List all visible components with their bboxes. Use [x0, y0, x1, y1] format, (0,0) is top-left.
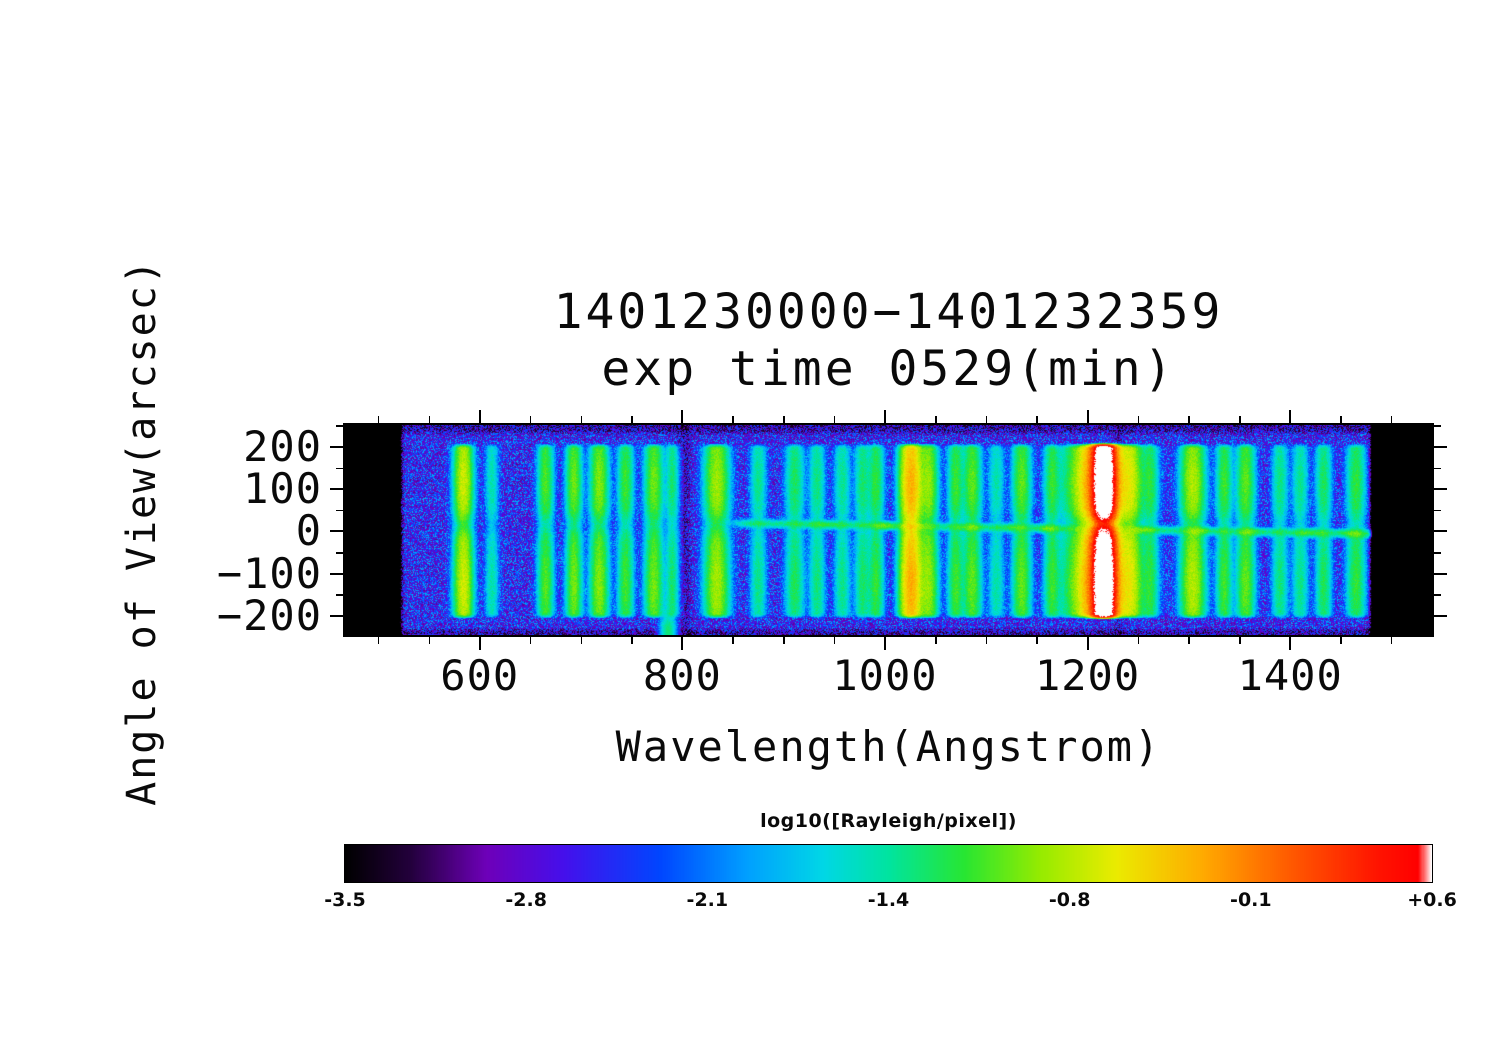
x-tick-label: 1200 — [1034, 651, 1141, 700]
y-major-tick — [330, 445, 343, 448]
x-minor-tick — [1340, 416, 1342, 423]
plot-title-line2: exp time 0529(min) — [601, 341, 1176, 397]
colorbar-frame — [344, 844, 1433, 883]
y-minor-tick — [1434, 467, 1441, 470]
y-major-tick — [1434, 445, 1447, 448]
x-minor-tick — [783, 416, 785, 423]
y-major-tick — [330, 614, 343, 617]
y-major-tick — [330, 488, 343, 491]
y-major-tick — [330, 530, 343, 533]
y-tick-label: 100 — [243, 464, 322, 514]
x-minor-tick — [580, 637, 583, 644]
x-minor-tick — [1239, 416, 1241, 423]
x-minor-tick — [1239, 637, 1241, 644]
colorbar-tick-label: -1.4 — [867, 889, 910, 911]
x-major-tick — [1086, 410, 1089, 423]
y-major-tick — [330, 572, 343, 575]
y-tick-label: −200 — [216, 590, 322, 640]
x-minor-tick — [580, 416, 583, 423]
x-minor-tick — [985, 637, 988, 644]
x-minor-tick — [631, 416, 633, 423]
y-minor-tick — [336, 509, 343, 512]
colorbar-tick-label: +0.6 — [1407, 889, 1457, 911]
x-minor-tick — [732, 637, 734, 644]
x-minor-tick — [377, 637, 380, 644]
x-minor-tick — [428, 637, 431, 644]
y-minor-tick — [1434, 594, 1441, 596]
x-minor-tick — [783, 637, 785, 644]
y-minor-tick — [1434, 552, 1441, 554]
y-tick-label: 0 — [295, 506, 322, 556]
y-axis-label: Angle of View(arcsec) — [119, 258, 165, 806]
x-major-tick — [883, 410, 886, 423]
plot-frame — [343, 423, 1434, 637]
y-minor-tick — [336, 425, 343, 427]
colorbar-tick-label: -2.1 — [686, 889, 729, 911]
x-major-tick — [681, 637, 684, 650]
x-minor-tick — [833, 637, 836, 644]
plot-title: 1401230000−1401232359 exp time 0529(min) — [345, 284, 1432, 398]
y-minor-tick — [1434, 509, 1441, 512]
colorbar-gradient — [345, 845, 1432, 882]
x-minor-tick — [377, 416, 380, 423]
x-minor-tick — [985, 416, 988, 423]
y-major-tick — [1434, 530, 1447, 533]
x-major-tick — [478, 410, 481, 423]
x-minor-tick — [1137, 637, 1140, 644]
x-tick-label: 800 — [642, 651, 722, 700]
x-minor-tick — [529, 416, 532, 423]
x-minor-tick — [732, 416, 734, 423]
x-minor-tick — [428, 416, 431, 423]
y-minor-tick — [336, 594, 343, 596]
x-major-tick — [1289, 410, 1292, 423]
x-major-tick — [681, 410, 684, 423]
colorbar-tick-label: -3.5 — [324, 889, 366, 911]
x-minor-tick — [935, 416, 937, 423]
plot-title-line1: 1401230000−1401232359 — [553, 284, 1224, 340]
x-major-tick — [1086, 637, 1089, 650]
y-major-tick — [1434, 488, 1447, 491]
y-major-tick — [1434, 614, 1447, 617]
x-minor-tick — [1390, 637, 1393, 644]
x-axis-label: Wavelength(Angstrom) — [615, 722, 1162, 771]
y-minor-tick — [1434, 425, 1441, 427]
x-minor-tick — [833, 416, 836, 423]
x-major-tick — [1289, 637, 1292, 650]
x-major-tick — [478, 637, 481, 650]
colorbar-tick-label: -0.8 — [1048, 889, 1091, 911]
x-minor-tick — [529, 637, 532, 644]
x-major-tick — [883, 637, 886, 650]
x-minor-tick — [1137, 416, 1140, 423]
x-minor-tick — [935, 637, 937, 644]
x-tick-label: 1000 — [832, 651, 938, 700]
x-minor-tick — [1188, 416, 1190, 423]
colorbar-tick-label: -0.1 — [1230, 889, 1272, 911]
y-tick-label: −100 — [216, 548, 322, 598]
y-minor-tick — [336, 467, 343, 470]
colorbar-tick-label: -2.8 — [505, 889, 547, 911]
y-major-tick — [1434, 572, 1447, 575]
spectral-heatmap-image — [345, 425, 1432, 635]
x-minor-tick — [1036, 416, 1038, 423]
y-minor-tick — [336, 552, 343, 554]
colorbar-label: log10([Rayleigh/pixel]) — [760, 810, 1017, 832]
x-minor-tick — [1188, 637, 1190, 644]
y-tick-label: 200 — [243, 421, 322, 471]
x-minor-tick — [1036, 637, 1038, 644]
x-tick-label: 600 — [440, 651, 520, 700]
x-minor-tick — [1340, 637, 1342, 644]
x-tick-label: 1400 — [1237, 651, 1343, 700]
x-minor-tick — [631, 637, 633, 644]
x-minor-tick — [1390, 416, 1393, 423]
